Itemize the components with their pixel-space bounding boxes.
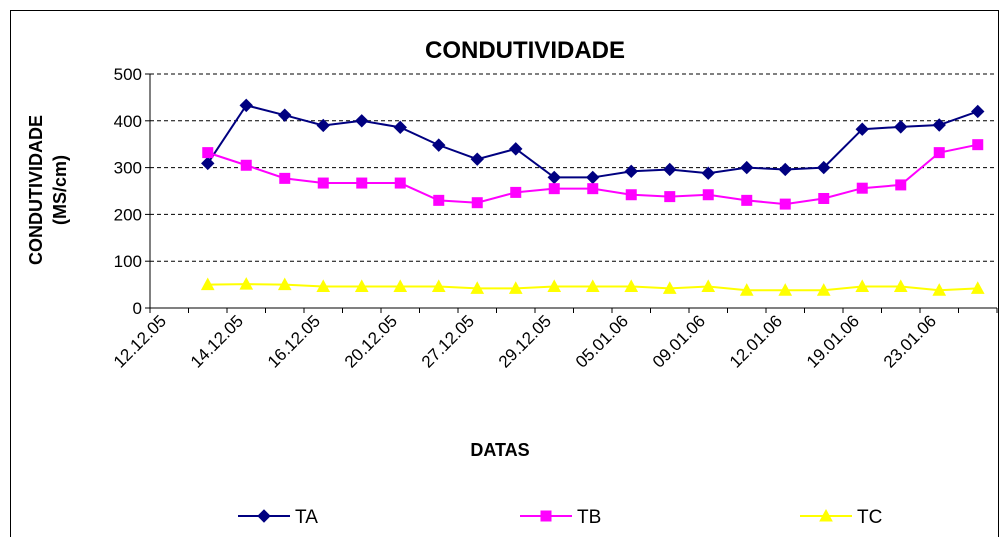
data-point <box>470 281 485 294</box>
data-point <box>971 104 985 119</box>
data-point <box>279 172 291 184</box>
data-point <box>587 183 599 195</box>
data-point <box>508 281 523 294</box>
data-point <box>278 108 292 122</box>
data-point <box>816 283 831 296</box>
chart-border <box>10 10 999 537</box>
data-point <box>818 192 830 204</box>
data-point <box>355 114 369 128</box>
data-point <box>240 159 252 171</box>
data-point <box>585 279 600 292</box>
data-point <box>510 186 522 198</box>
legend-label: TB <box>577 507 601 528</box>
data-point <box>893 279 908 292</box>
data-point <box>316 279 331 292</box>
data-point <box>972 139 984 151</box>
legend-marker <box>540 510 552 522</box>
data-point <box>471 197 483 209</box>
x-axis-label: DATAS <box>470 440 529 460</box>
data-point <box>855 122 869 136</box>
data-point <box>932 118 946 132</box>
y-axis-label-line: CONDUTIVIDADE <box>26 115 46 265</box>
data-point <box>778 283 793 296</box>
data-point <box>779 198 791 210</box>
data-point <box>895 179 907 191</box>
data-point <box>741 194 753 206</box>
data-point <box>239 277 254 290</box>
data-point <box>201 156 215 171</box>
y-axis-label: CONDUTIVIDADE (MS/cm) <box>26 115 70 265</box>
y-tick-label: 400 <box>114 112 142 131</box>
data-point <box>970 281 985 294</box>
y-axis-label-line: (MS/cm) <box>50 155 70 225</box>
data-point <box>740 160 754 175</box>
y-tick-label: 0 <box>133 299 142 318</box>
data-point <box>739 283 754 296</box>
data-point <box>817 160 831 175</box>
data-point <box>663 162 677 177</box>
y-tick-label: 200 <box>114 205 142 224</box>
data-point <box>933 147 945 159</box>
legend-label: TC <box>857 507 882 528</box>
data-point <box>394 177 406 189</box>
y-tick-label: 500 <box>114 65 142 84</box>
data-point <box>317 177 329 189</box>
data-point <box>354 279 369 292</box>
data-point <box>778 162 792 177</box>
data-point <box>470 152 484 166</box>
data-point <box>932 283 947 296</box>
data-point <box>433 194 445 206</box>
data-point <box>856 182 868 194</box>
data-point <box>200 277 215 291</box>
data-point <box>624 164 638 179</box>
data-point <box>662 281 677 294</box>
data-point <box>855 279 870 292</box>
data-point <box>431 279 446 292</box>
data-point <box>393 120 407 135</box>
data-point <box>894 120 908 134</box>
data-point <box>277 277 292 291</box>
data-point <box>356 177 368 189</box>
data-point <box>509 142 523 156</box>
data-point <box>625 189 637 201</box>
y-tick-label: 300 <box>114 159 142 178</box>
legend-marker <box>257 509 271 523</box>
data-point <box>624 279 639 292</box>
legend-marker <box>819 508 833 522</box>
data-point <box>316 118 330 133</box>
data-point <box>202 147 214 159</box>
data-point <box>701 279 716 292</box>
data-point <box>239 98 253 113</box>
data-point <box>702 189 714 201</box>
data-point <box>393 279 408 292</box>
legend-label: TA <box>295 507 318 528</box>
chart-title: CONDUTIVIDADE <box>425 37 625 64</box>
data-point <box>432 138 446 152</box>
y-tick-label: 100 <box>114 252 142 271</box>
data-point <box>701 166 715 180</box>
data-point <box>664 191 676 203</box>
data-point <box>548 183 560 195</box>
data-point <box>547 279 562 292</box>
